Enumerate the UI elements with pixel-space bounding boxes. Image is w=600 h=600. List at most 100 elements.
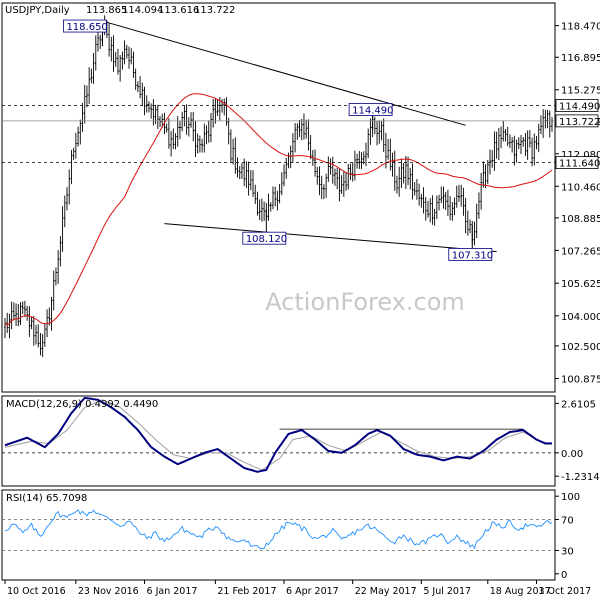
annotation-box (448, 248, 493, 261)
candle (50, 296, 53, 331)
candle (159, 116, 162, 128)
candle (192, 111, 195, 142)
candle (39, 333, 42, 356)
candle (74, 132, 77, 159)
candle (99, 34, 102, 49)
level-tag (555, 99, 599, 112)
candle (438, 194, 441, 211)
rsi-ytick-label: 70 (561, 515, 574, 526)
candle (212, 98, 215, 128)
watermark: ActionForex.com (265, 288, 465, 316)
candle (116, 48, 119, 75)
candle (411, 163, 414, 200)
candle (482, 161, 485, 188)
candle (322, 184, 325, 200)
candle (287, 152, 290, 169)
candle (387, 139, 390, 160)
candle (254, 184, 257, 205)
candle (453, 197, 456, 216)
candle (136, 81, 139, 93)
candle (477, 192, 480, 219)
candle (112, 35, 115, 72)
candle (183, 105, 186, 127)
candle (358, 150, 361, 169)
candle (486, 159, 489, 185)
price-ytick-label: 118.470 (561, 22, 600, 33)
candle (121, 51, 124, 70)
candle (243, 158, 246, 187)
candle (291, 133, 294, 163)
candle (466, 210, 469, 236)
candle (384, 132, 387, 169)
candle (493, 131, 496, 171)
x-tick-label: 3 Oct 2017 (538, 586, 591, 597)
candle (271, 186, 274, 210)
candle (198, 135, 201, 153)
candle (440, 186, 443, 204)
candle (23, 300, 26, 318)
candle (19, 302, 22, 325)
candle (449, 196, 452, 221)
candle (152, 99, 155, 126)
candle (548, 110, 551, 138)
ohlc-close: 113.722 (194, 5, 235, 16)
candle (296, 123, 299, 140)
ohlc-open: 113.865 (86, 5, 127, 16)
candle (234, 137, 237, 174)
candle (531, 137, 534, 167)
candle (125, 44, 128, 59)
candle (331, 156, 334, 184)
candle (305, 119, 308, 139)
candle (150, 103, 153, 119)
candle (356, 153, 359, 169)
price-ytick-label: 110.460 (561, 182, 600, 193)
candle (535, 136, 538, 150)
candle (240, 163, 243, 179)
price-ytick-label: 100.875 (561, 374, 600, 385)
candle (364, 142, 367, 167)
candle (85, 85, 88, 108)
candle (229, 129, 232, 162)
x-tick-label: 5 Jul 2017 (423, 586, 471, 597)
candle (551, 117, 553, 132)
candle (70, 150, 73, 185)
candle (92, 52, 95, 84)
candle (333, 168, 336, 186)
candle (424, 196, 427, 221)
candle (451, 202, 454, 221)
candle (415, 179, 418, 200)
candle (515, 139, 518, 163)
candle (409, 167, 412, 190)
candle (94, 35, 97, 71)
candle (519, 134, 522, 155)
candle (236, 157, 239, 178)
candle (360, 152, 363, 169)
candle (413, 182, 416, 196)
candle (418, 183, 421, 206)
candle (26, 305, 29, 321)
candle (524, 132, 527, 157)
macd-ytick-label: 2.6105 (561, 399, 596, 410)
candle (475, 203, 478, 239)
candle (402, 163, 405, 184)
rsi-ytick-label: 0 (561, 570, 567, 581)
candle (539, 115, 542, 135)
candle (426, 200, 429, 218)
candle (256, 191, 259, 216)
candle (302, 113, 305, 140)
candle (167, 118, 170, 149)
candle (380, 121, 383, 141)
candle (269, 202, 272, 212)
candle (72, 147, 75, 161)
candle (345, 171, 348, 191)
candle (68, 169, 71, 205)
candle (376, 120, 379, 146)
annotation-label: 108.120 (246, 234, 287, 245)
annotation-label: 107.310 (452, 250, 493, 261)
candle (207, 120, 210, 143)
candle (10, 301, 13, 330)
candle (517, 137, 520, 150)
candle (362, 151, 365, 165)
macd-ytick-label: 0.00 (561, 449, 583, 460)
candle (544, 109, 547, 129)
